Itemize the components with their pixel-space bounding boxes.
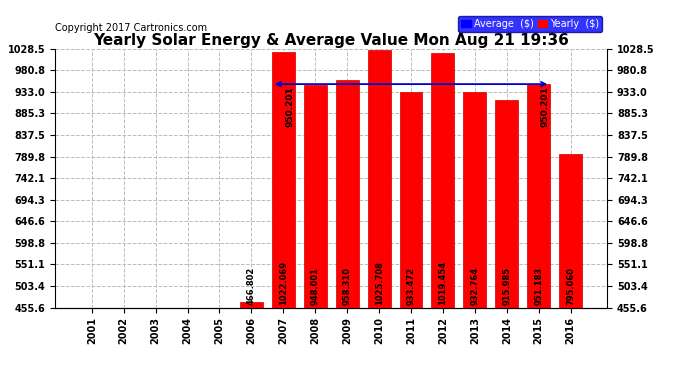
Bar xyxy=(464,92,486,308)
Legend: Average  ($), Yearly  ($): Average ($), Yearly ($) xyxy=(458,16,602,32)
Text: Copyright 2017 Cartronics.com: Copyright 2017 Cartronics.com xyxy=(55,23,207,33)
Text: 466.802: 466.802 xyxy=(247,267,256,305)
Text: 951.183: 951.183 xyxy=(534,267,543,305)
Bar xyxy=(400,92,422,308)
Bar xyxy=(304,85,327,308)
Text: 1022.069: 1022.069 xyxy=(279,261,288,305)
Bar xyxy=(335,81,359,308)
Text: 932.764: 932.764 xyxy=(471,267,480,305)
Bar xyxy=(495,100,518,308)
Text: 950.201: 950.201 xyxy=(541,86,550,127)
Text: 933.472: 933.472 xyxy=(406,267,415,305)
Title: Yearly Solar Energy & Average Value Mon Aug 21 19:36: Yearly Solar Energy & Average Value Mon … xyxy=(93,33,569,48)
Bar xyxy=(240,303,263,307)
Text: 958.310: 958.310 xyxy=(343,267,352,305)
Text: 915.985: 915.985 xyxy=(502,267,511,305)
Text: 795.060: 795.060 xyxy=(566,267,575,305)
Text: 1019.454: 1019.454 xyxy=(438,261,447,305)
Text: 1025.708: 1025.708 xyxy=(375,261,384,305)
Bar xyxy=(272,52,295,308)
Bar xyxy=(559,154,582,308)
Text: 950.201: 950.201 xyxy=(286,86,295,127)
Bar xyxy=(368,50,391,308)
Bar xyxy=(527,84,550,308)
Bar xyxy=(431,53,455,307)
Text: 948.001: 948.001 xyxy=(310,267,319,305)
